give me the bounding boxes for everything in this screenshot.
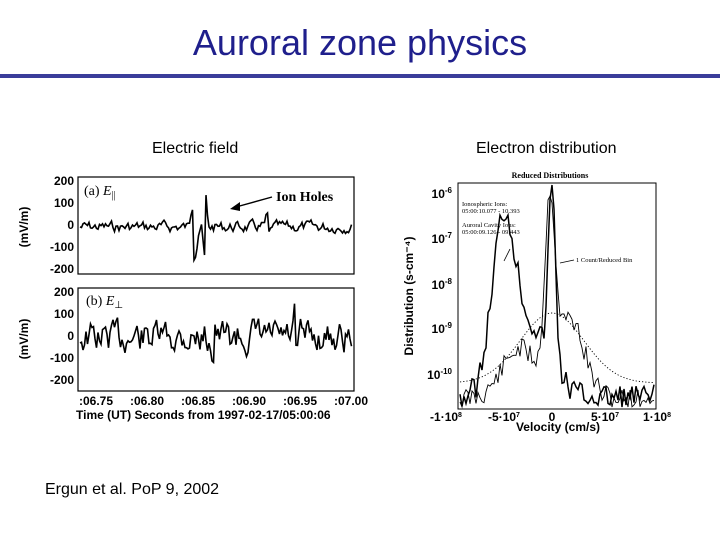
panel-a-ytick: 0 xyxy=(67,218,74,232)
ionospheric-pointer xyxy=(503,248,511,262)
panel-b-tag: (b) E⊥ xyxy=(86,294,123,311)
noise-label-pointer xyxy=(559,259,575,264)
cavity-ion-curve xyxy=(459,195,655,409)
velocity-xtick: -1·108 xyxy=(430,410,462,424)
ionospheric-ions-label: Ionospheric Ions: xyxy=(462,201,508,208)
panel-b-ytick: -100 xyxy=(50,351,74,365)
velocity-xtick: 1·108 xyxy=(643,410,671,424)
panel-b-frame xyxy=(77,287,355,392)
time-xtick: :06.80 xyxy=(130,394,164,408)
panel-b-trace xyxy=(79,303,353,365)
electron-distribution-caption: Electron distribution xyxy=(476,140,617,157)
time-xtick: :06.95 xyxy=(283,394,317,408)
electron-distribution-figure: Reduced Distributions Ionospheric Ions: … xyxy=(402,171,671,434)
panel-a-frame xyxy=(77,176,355,275)
panel-a-yunit: (mV/m) xyxy=(17,207,31,248)
distribution-ytick: 10-6 xyxy=(432,186,453,201)
time-xlabel: Time (UT) Seconds from 1997-02-17/05:00:… xyxy=(76,408,331,422)
slide-title: Auroral zone physics xyxy=(192,22,528,63)
distribution-ytick: 10-8 xyxy=(432,277,453,292)
velocity-xtick: 0 xyxy=(549,410,556,424)
panel-a-ytick: 200 xyxy=(54,174,74,188)
time-xtick: :06.85 xyxy=(181,394,215,408)
velocity-xticks: -1·108 -5·107 0 5·107 1·108 xyxy=(430,410,671,424)
panel-a-ytick: -100 xyxy=(50,240,74,254)
ionospheric-ion-curve xyxy=(459,184,655,408)
panel-b-ytick: 200 xyxy=(54,285,74,299)
noise-level-label: 1 Count/Reduced Bin xyxy=(576,257,633,264)
panel-b-ytick: 100 xyxy=(54,307,74,321)
time-xtick: :06.90 xyxy=(232,394,266,408)
panel-b-yunit: (mV/m) xyxy=(17,319,31,360)
ionospheric-ions-time: 05:00:10.077 - 10.393 xyxy=(462,208,520,215)
title-rule xyxy=(0,74,720,78)
distribution-frame xyxy=(457,182,657,410)
panel-a-ytick: -200 xyxy=(50,262,74,276)
distribution-ytick: 10-10 xyxy=(427,367,452,382)
distribution-yticks: 10-6 10-7 10-8 10-9 10-10 xyxy=(427,186,452,382)
cavity-ions-label: Auroral Cavity Ions: xyxy=(462,222,516,229)
electric-field-figure: 200 100 0 -100 -200 (mV/m) (a) E|| Ion H… xyxy=(17,174,368,422)
cavity-ions-time: 05:00:09.126 - 09.443 xyxy=(462,229,520,236)
panel-b-ytick: 0 xyxy=(67,329,74,343)
time-xtick: :07.00 xyxy=(334,394,368,408)
distribution-title: Reduced Distributions xyxy=(512,171,589,180)
distribution-ytick: 10-7 xyxy=(432,231,453,246)
panel-a-trace xyxy=(79,195,353,264)
ion-holes-annotation: Ion Holes xyxy=(276,190,334,205)
time-xticks: :06.75 :06.80 :06.85 :06.90 :06.95 :07.0… xyxy=(79,394,368,408)
citation: Ergun et al. PoP 9, 2002 xyxy=(45,481,220,498)
distribution-xlabel: Velocity (cm/s) xyxy=(516,420,600,434)
panel-a-tag: (a) E|| xyxy=(84,184,116,201)
panel-a-ytick: 100 xyxy=(54,196,74,210)
panel-b-ytick: -200 xyxy=(50,373,74,387)
electric-field-caption: Electric field xyxy=(152,140,239,157)
distribution-ytick: 10-9 xyxy=(432,321,453,336)
velocity-xtick: -5·107 xyxy=(488,410,520,424)
panel-a-yticks: 200 100 0 -100 -200 xyxy=(50,174,74,276)
velocity-xtick: 5·107 xyxy=(591,410,619,424)
ion-holes-arrow xyxy=(235,196,273,208)
panel-b-yticks: 200 100 0 -100 -200 xyxy=(50,285,74,387)
distribution-ylabel: Distribution (s-cm⁻⁴) xyxy=(402,237,416,356)
time-xtick: :06.75 xyxy=(79,394,113,408)
ion-holes-arrowhead xyxy=(230,202,240,211)
